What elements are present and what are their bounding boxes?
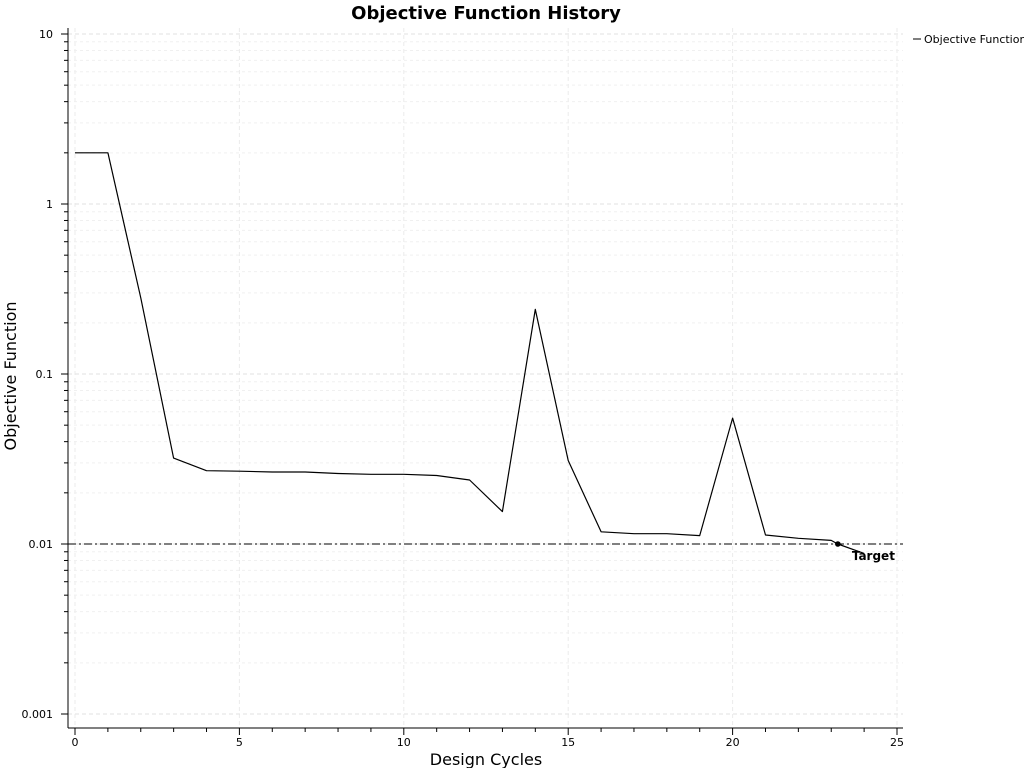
y-axis-label: Objective Function: [1, 301, 20, 450]
target-marker: [835, 541, 841, 547]
x-tick-label: 15: [561, 736, 575, 749]
legend-entry-objective-function: Objective Function: [924, 33, 1024, 46]
legend: Objective Function: [913, 33, 1024, 46]
x-axis-label: Design Cycles: [430, 750, 542, 768]
chart-title: Objective Function History: [351, 3, 621, 24]
y-tick-label: 0.01: [29, 538, 54, 551]
axis-ticks: 0 5 10 15 20 25 0.001 0.01 0.1 1 10: [22, 28, 905, 749]
x-tick-label: 0: [72, 736, 79, 749]
target-annotation-label: Target: [852, 549, 895, 563]
y-tick-label: 1: [46, 198, 53, 211]
y-tick-label: 0.001: [22, 708, 54, 721]
x-tick-label: 5: [236, 736, 243, 749]
x-tick-label: 10: [397, 736, 411, 749]
grid: [68, 28, 903, 728]
y-tick-label: 0.1: [36, 368, 54, 381]
series: [75, 152, 865, 554]
x-tick-label: 20: [726, 736, 740, 749]
y-tick-label: 10: [39, 28, 53, 41]
annotations: Target: [835, 541, 895, 563]
x-tick-label: 25: [890, 736, 904, 749]
series-line-objective-function: [75, 152, 865, 554]
